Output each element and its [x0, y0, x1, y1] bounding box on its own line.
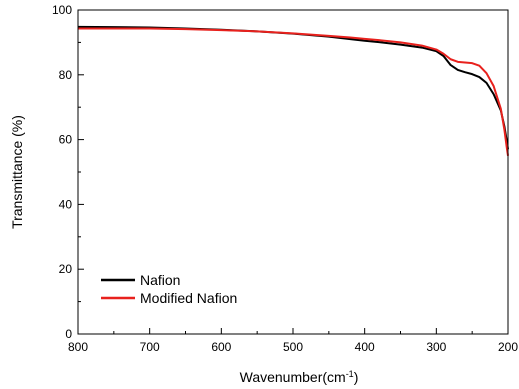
x-axis-title: Wavenumber(cm-1) [240, 369, 359, 385]
x-tick-label: 600 [211, 340, 231, 354]
y-tick-label: 0 [65, 327, 72, 341]
x-axis-title-superscript: -1 [346, 369, 354, 379]
x-tick-label: 200 [498, 340, 518, 354]
y-tick-label: 100 [52, 3, 72, 17]
y-tick-label: 20 [59, 262, 73, 276]
y-tick-label: 80 [59, 68, 73, 82]
x-tick-label: 800 [68, 340, 88, 354]
series-lines [77, 25, 509, 156]
axis-ticks: 800 700 600 500 400 300 200 0 20 40 60 80 100 [52, 3, 518, 354]
plot-frame [77, 9, 509, 335]
x-tick-label: 400 [355, 340, 375, 354]
legend: Nafion Modified Nafion [101, 272, 237, 306]
legend-label-1: Modified Nafion [140, 290, 237, 306]
x-tick-label: 300 [426, 340, 446, 354]
y-tick-label: 60 [59, 133, 73, 147]
series-line-1 [78, 27, 509, 156]
y-axis-title: Transmittance (%) [9, 115, 25, 229]
x-tick-label: 700 [140, 340, 160, 354]
x-tick-label: 500 [283, 340, 303, 354]
legend-label-0: Nafion [140, 272, 180, 288]
y-tick-label: 40 [59, 197, 73, 211]
series-line-0 [77, 25, 509, 150]
